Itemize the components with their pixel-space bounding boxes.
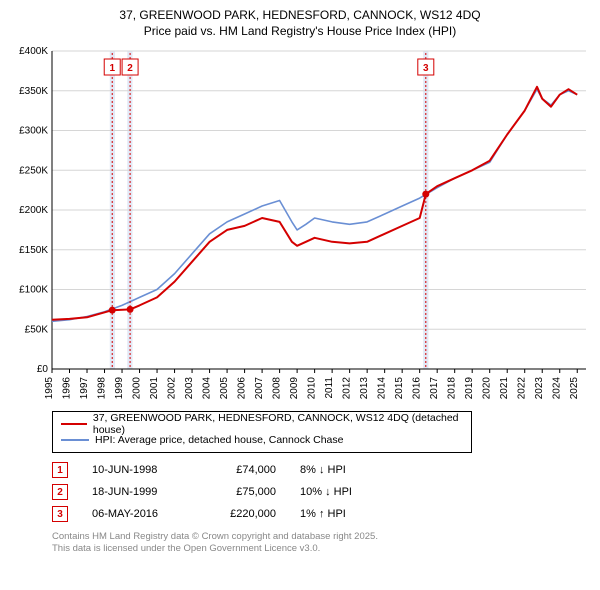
svg-text:2003: 2003 — [184, 377, 195, 400]
svg-text:£150K: £150K — [19, 245, 48, 256]
chart-container: 37, GREENWOOD PARK, HEDNESFORD, CANNOCK,… — [0, 0, 600, 563]
footer-line-1: Contains HM Land Registry data © Crown c… — [52, 531, 592, 543]
svg-text:2021: 2021 — [499, 377, 510, 400]
legend: 37, GREENWOOD PARK, HEDNESFORD, CANNOCK,… — [52, 411, 472, 453]
svg-text:2007: 2007 — [254, 377, 265, 400]
svg-text:1995: 1995 — [44, 377, 55, 400]
svg-text:2020: 2020 — [482, 377, 493, 400]
svg-text:£350K: £350K — [19, 86, 48, 97]
svg-text:£50K: £50K — [25, 324, 49, 335]
svg-text:2024: 2024 — [552, 377, 563, 400]
chart-title: 37, GREENWOOD PARK, HEDNESFORD, CANNOCK,… — [8, 8, 592, 39]
svg-text:2014: 2014 — [377, 377, 388, 400]
svg-text:2006: 2006 — [237, 377, 248, 400]
marker-box-1: 1 — [52, 462, 68, 478]
svg-text:£100K: £100K — [19, 285, 48, 296]
line-chart: £0 £50K £100K £150K £200K £250K £300K £350K £400… — [8, 45, 592, 405]
svg-text:2001: 2001 — [149, 377, 160, 400]
marker-pct-2: 10% ↓ HPI — [300, 486, 390, 498]
svg-text:2016: 2016 — [412, 377, 423, 400]
marker-date-2: 18-JUN-1999 — [92, 486, 182, 498]
title-line-1: 37, GREENWOOD PARK, HEDNESFORD, CANNOCK,… — [8, 8, 592, 24]
svg-text:2017: 2017 — [429, 377, 440, 400]
svg-text:£0: £0 — [37, 364, 49, 375]
marker-row-3: 3 06-MAY-2016 £220,000 1% ↑ HPI — [52, 503, 592, 525]
marker-box-3: 3 — [52, 506, 68, 522]
marker-table: 1 10-JUN-1998 £74,000 8% ↓ HPI 2 18-JUN-… — [52, 459, 592, 525]
svg-text:2025: 2025 — [569, 377, 580, 400]
svg-text:2019: 2019 — [464, 377, 475, 400]
legend-swatch-price-paid — [61, 423, 87, 426]
legend-swatch-hpi — [61, 439, 89, 441]
marker-price-3: £220,000 — [206, 508, 276, 520]
chart-area: £0 £50K £100K £150K £200K £250K £300K £350K £400… — [8, 45, 592, 405]
svg-text:2013: 2013 — [359, 377, 370, 400]
svg-text:2018: 2018 — [447, 377, 458, 400]
svg-text:2010: 2010 — [307, 377, 318, 400]
legend-label-1: 37, GREENWOOD PARK, HEDNESFORD, CANNOCK,… — [93, 412, 463, 436]
marker-pct-3: 1% ↑ HPI — [300, 508, 390, 520]
svg-text:2015: 2015 — [394, 377, 405, 400]
marker-price-1: £74,000 — [206, 464, 276, 476]
svg-text:1998: 1998 — [97, 377, 108, 400]
svg-text:2: 2 — [127, 63, 133, 74]
footer-note: Contains HM Land Registry data © Crown c… — [52, 531, 592, 555]
marker-pct-1: 8% ↓ HPI — [300, 464, 390, 476]
svg-text:1: 1 — [109, 63, 115, 74]
marker-box-2: 2 — [52, 484, 68, 500]
svg-text:2022: 2022 — [517, 377, 528, 400]
svg-text:1999: 1999 — [114, 377, 125, 400]
svg-text:2009: 2009 — [289, 377, 300, 400]
svg-text:£300K: £300K — [19, 126, 48, 137]
marker-row-1: 1 10-JUN-1998 £74,000 8% ↓ HPI — [52, 459, 592, 481]
svg-text:2005: 2005 — [219, 377, 230, 400]
svg-text:£200K: £200K — [19, 205, 48, 216]
svg-text:2011: 2011 — [324, 377, 335, 399]
svg-text:2004: 2004 — [202, 377, 213, 400]
marker-price-2: £75,000 — [206, 486, 276, 498]
svg-text:2023: 2023 — [534, 377, 545, 400]
legend-label-2: HPI: Average price, detached house, Cann… — [95, 434, 343, 446]
svg-text:3: 3 — [423, 63, 429, 74]
svg-text:£250K: £250K — [19, 165, 48, 176]
svg-text:1997: 1997 — [79, 377, 90, 400]
marker-row-2: 2 18-JUN-1999 £75,000 10% ↓ HPI — [52, 481, 592, 503]
svg-text:2012: 2012 — [342, 377, 353, 400]
marker-date-1: 10-JUN-1998 — [92, 464, 182, 476]
legend-row-1: 37, GREENWOOD PARK, HEDNESFORD, CANNOCK,… — [61, 416, 463, 432]
footer-line-2: This data is licensed under the Open Gov… — [52, 543, 592, 555]
svg-text:2008: 2008 — [272, 377, 283, 400]
marker-date-3: 06-MAY-2016 — [92, 508, 182, 520]
svg-text:2000: 2000 — [132, 377, 143, 400]
svg-text:£400K: £400K — [19, 46, 48, 57]
svg-text:1996: 1996 — [62, 377, 73, 400]
title-line-2: Price paid vs. HM Land Registry's House … — [8, 24, 592, 40]
svg-text:2002: 2002 — [167, 377, 178, 400]
